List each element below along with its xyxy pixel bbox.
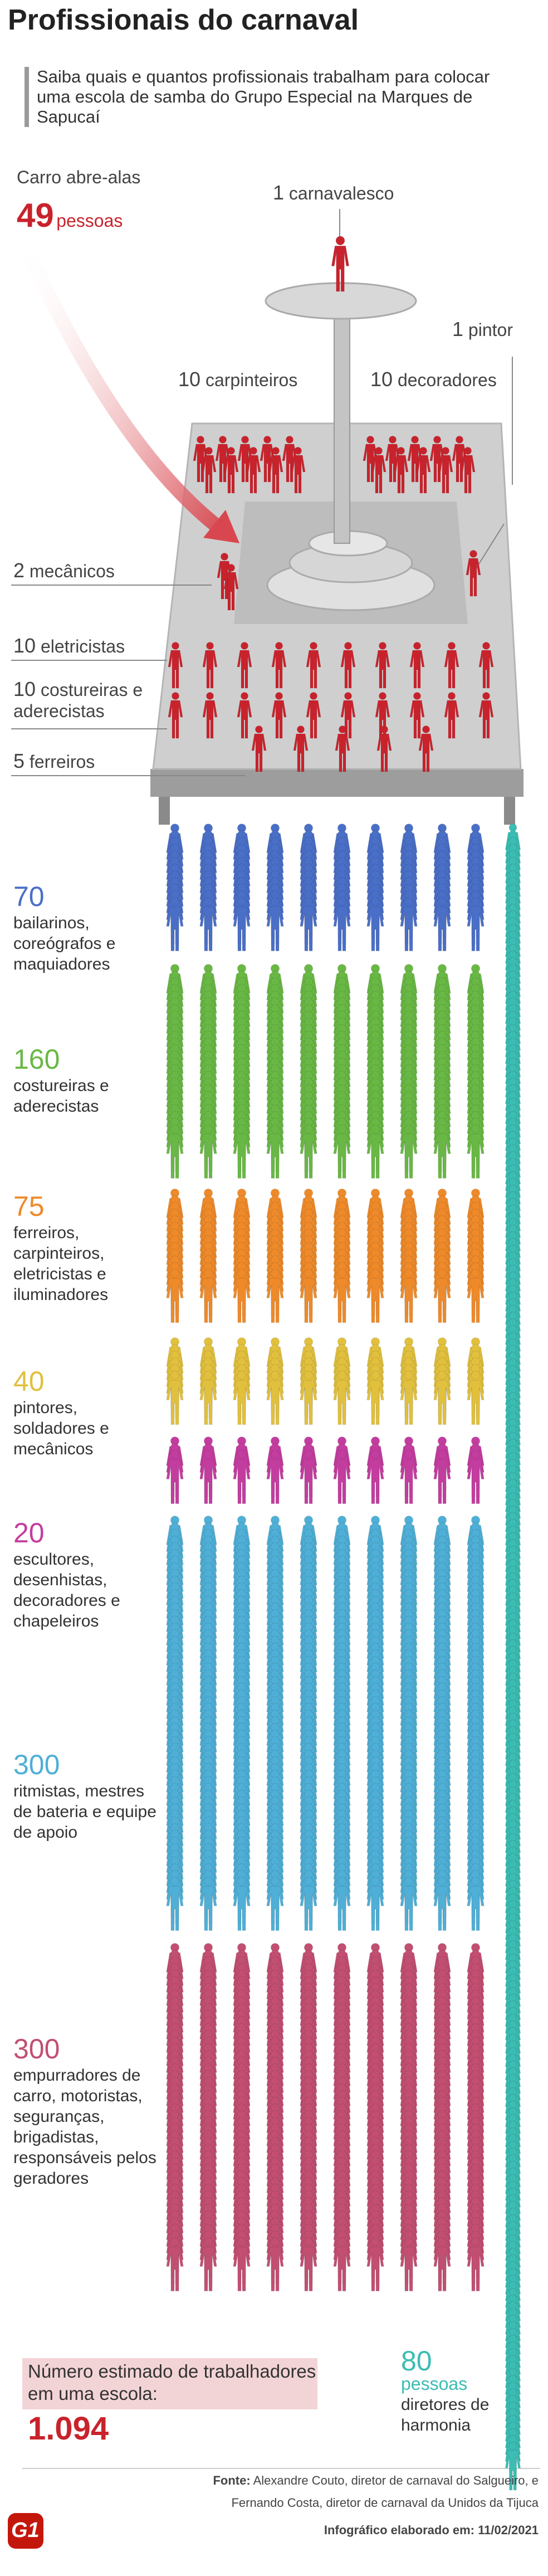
group-count: 70 (13, 881, 45, 912)
total-highlight (22, 2358, 317, 2409)
title: Profissionais do carnaval (8, 4, 359, 36)
group-description: pintores, soldadores e mecânicos (13, 1399, 109, 1458)
role-name: costureiras e aderecistas (13, 680, 143, 721)
group-description: bailarinos, coreógrafos e maquiadores (13, 914, 116, 973)
total-label: Número estimado de trabalhadores em uma … (28, 2361, 316, 2404)
group-count: 75 (13, 1191, 45, 1222)
group-description: costureiras e aderecistas (13, 1077, 109, 1116)
group: 160 costureiras e aderecistas (13, 1043, 164, 1117)
role-name: carpinteiros (205, 370, 298, 390)
directors-count: 80 (401, 2345, 432, 2377)
role-count: 10 (178, 368, 201, 391)
subtitle: Saiba quais e quantos profissionais trab… (25, 67, 516, 127)
group-description: empurradores de carro, motoristas, segur… (13, 2066, 156, 2188)
role-count: 5 (13, 749, 25, 772)
role-name: ferreiros (29, 752, 95, 772)
group: 40 pintores, soldadores e mecânicos (13, 1365, 164, 1459)
role-name: mecânicos (29, 561, 115, 581)
logo-badge (8, 2513, 43, 2549)
group: 70 bailarinos, coreógrafos e maquiadores (13, 880, 164, 975)
group-description: ferreiros, carpinteiros, eletricistas e … (13, 1224, 109, 1304)
group-count: 300 (13, 2033, 60, 2064)
role: 10 eletricistas (13, 634, 125, 658)
total-value: 1.094 (28, 2411, 109, 2447)
group-count: 300 (13, 1749, 60, 1780)
role-count: 10 (370, 368, 393, 391)
role-count: 10 (13, 678, 36, 700)
source-text: Alexandre Couto, diretor de carnaval do … (231, 2473, 539, 2510)
group-description: escultores, desenhistas, decoradores e c… (13, 1550, 120, 1630)
directors: 80 pessoas diretores de harmonia (401, 2345, 529, 2436)
directors-unit: pessoas (401, 2374, 468, 2394)
float-wheel (504, 797, 515, 825)
role: 10 decoradores (370, 368, 497, 391)
role-count: 1 (452, 318, 464, 340)
float-wheel (159, 797, 170, 825)
role: 2 mecânicos (13, 559, 115, 582)
logo: G1 (11, 2519, 40, 2542)
group-count: 40 (13, 1366, 45, 1397)
role-name: pintor (468, 320, 513, 340)
role-count: 2 (13, 559, 25, 582)
float-pole (334, 303, 350, 544)
group: 300 empurradores de carro, motoristas, se… (13, 2033, 164, 2189)
role: 10 costureiras e aderecistas (13, 679, 158, 722)
float-total: 49 pessoas (17, 196, 123, 235)
role: 1 carnavalesco (273, 181, 394, 204)
float-side (150, 769, 523, 797)
role-name: decoradores (397, 370, 497, 390)
role: 10 carpinteiros (178, 368, 297, 391)
float-title: Carro abre-alas (17, 167, 141, 187)
group: 300 ritmistas, mestres de bateria e equip… (13, 1749, 164, 1843)
source: Fonte: Alexandre Couto, diretor de carna… (193, 2470, 539, 2514)
float-total-unit: pessoas (56, 211, 123, 231)
source-label: Fonte: (213, 2473, 251, 2487)
role-name: eletricistas (40, 636, 125, 656)
group: 75 ferreiros, carpinteiros, eletricistas … (13, 1190, 164, 1305)
role-name: carnavalesco (288, 183, 394, 203)
directors-description: diretores de harmonia (401, 2395, 490, 2434)
group: 20 escultores, desenhistas, decoradores e… (13, 1517, 164, 1632)
role-count: 10 (13, 634, 36, 657)
date: Infográfico elaborado em: 11/02/2021 (324, 2523, 539, 2537)
role: 5 ferreiros (13, 749, 95, 773)
arrow-head (203, 510, 239, 543)
leader-line (476, 523, 505, 569)
group-count: 160 (13, 1044, 60, 1075)
arrow (16, 236, 233, 541)
group-count: 20 (13, 1517, 45, 1548)
role: 1 pintor (452, 318, 513, 341)
group-description: ritmistas, mestres de bateria e equipe d… (13, 1782, 156, 1842)
float-total-value: 49 (17, 197, 54, 234)
role-count: 1 (273, 181, 285, 204)
